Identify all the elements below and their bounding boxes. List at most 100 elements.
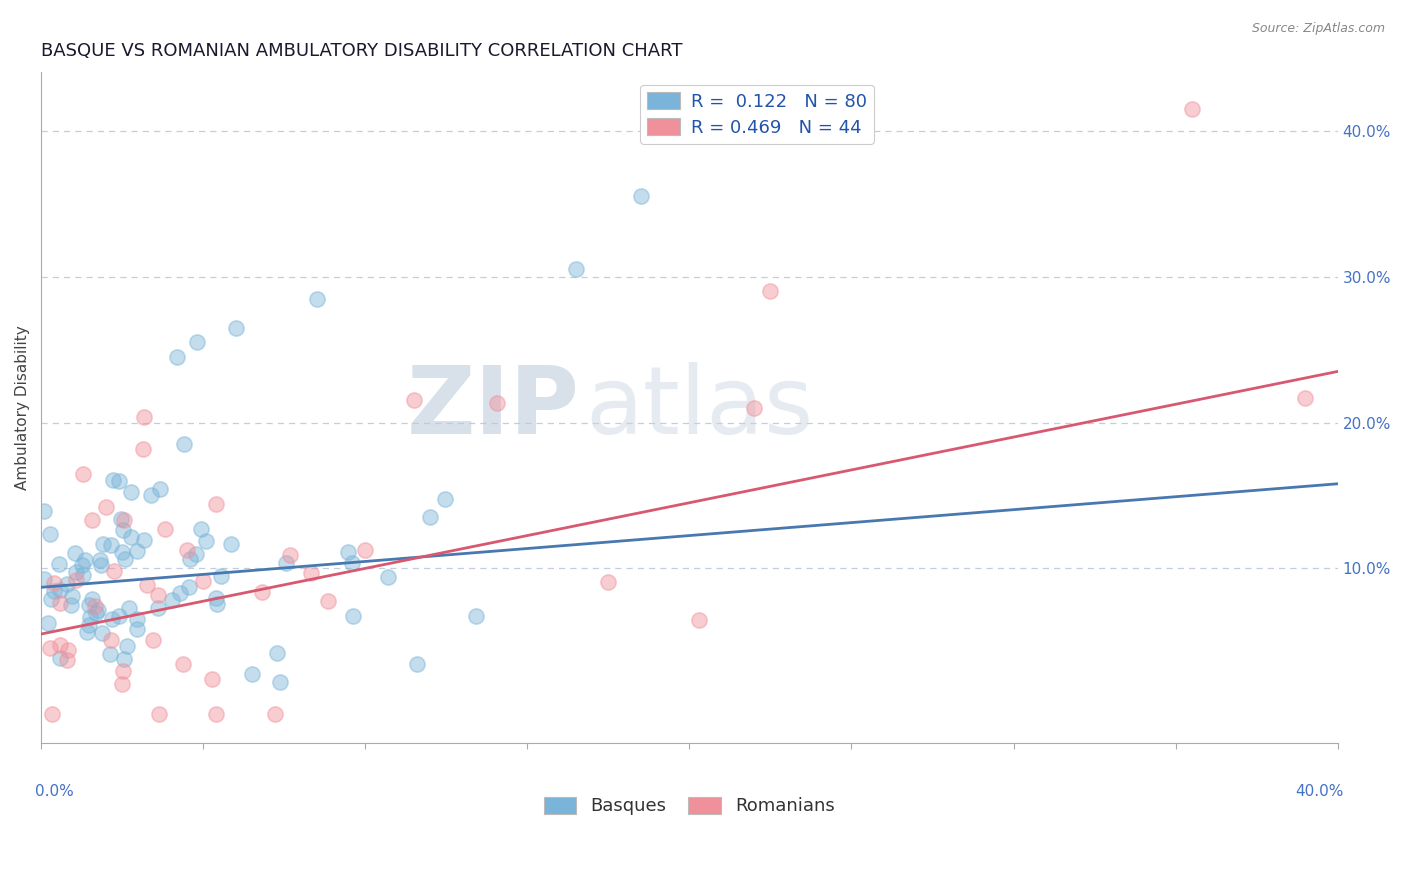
Point <box>56 577 79 591</box>
Point <box>191 574 214 588</box>
Point <box>1294 391 1316 405</box>
Text: 0.0%: 0.0% <box>35 784 73 798</box>
Point <box>108 474 131 488</box>
Point <box>77 598 100 612</box>
Point <box>72 467 94 481</box>
Point <box>173 437 195 451</box>
Point <box>63 546 86 560</box>
Point <box>340 556 363 570</box>
Point <box>278 548 301 562</box>
Point <box>134 533 156 547</box>
Point <box>190 522 212 536</box>
Point <box>127 612 149 626</box>
Point <box>90 626 112 640</box>
Point <box>464 608 486 623</box>
Point <box>184 547 207 561</box>
Point <box>42 583 65 598</box>
Point <box>83 599 105 613</box>
Point <box>110 512 132 526</box>
Point <box>305 292 328 306</box>
Point <box>98 647 121 661</box>
Point <box>111 523 134 537</box>
Point <box>377 570 399 584</box>
Point <box>91 537 114 551</box>
Point <box>39 527 62 541</box>
Point <box>419 510 441 524</box>
Point <box>148 707 170 722</box>
Point <box>75 552 97 566</box>
Point <box>240 667 263 681</box>
Y-axis label: Ambulatory Disability: Ambulatory Disability <box>15 326 30 491</box>
Point <box>108 608 131 623</box>
Point <box>354 543 377 558</box>
Point <box>596 575 619 590</box>
Point <box>177 580 200 594</box>
Point <box>114 551 136 566</box>
Point <box>39 592 62 607</box>
Point <box>44 576 66 591</box>
Point <box>263 707 285 722</box>
Point <box>742 401 765 415</box>
Point <box>72 567 94 582</box>
Point <box>136 578 159 592</box>
Point <box>342 609 364 624</box>
Point <box>1181 102 1204 116</box>
Point <box>120 530 142 544</box>
Point <box>100 633 122 648</box>
Point <box>201 673 224 687</box>
Point <box>485 396 508 410</box>
Point <box>37 615 59 630</box>
Legend: Basques, Romanians: Basques, Romanians <box>537 789 842 822</box>
Point <box>117 639 139 653</box>
Point <box>111 545 134 559</box>
Point <box>59 598 82 612</box>
Point <box>160 592 183 607</box>
Point <box>34 573 56 587</box>
Point <box>186 335 208 350</box>
Point <box>172 657 194 672</box>
Point <box>65 573 87 587</box>
Point <box>49 638 72 652</box>
Point <box>433 491 456 506</box>
Point <box>48 557 70 571</box>
Point <box>111 677 134 691</box>
Point <box>80 514 103 528</box>
Point <box>56 643 79 657</box>
Point <box>56 653 79 667</box>
Point <box>112 664 135 678</box>
Point <box>225 320 247 334</box>
Point <box>34 504 56 518</box>
Point <box>205 497 228 511</box>
Point <box>688 613 710 627</box>
Point <box>103 564 125 578</box>
Point <box>86 602 108 616</box>
Point <box>70 558 93 572</box>
Point <box>60 589 83 603</box>
Point <box>759 284 782 298</box>
Point <box>149 482 172 496</box>
Point <box>205 707 228 722</box>
Point <box>117 600 139 615</box>
Point <box>146 601 169 615</box>
Point <box>79 609 101 624</box>
Point <box>132 410 155 425</box>
Point <box>209 569 232 583</box>
Point <box>153 523 176 537</box>
Point <box>103 473 125 487</box>
Point <box>142 632 165 647</box>
Point <box>112 651 135 665</box>
Point <box>112 513 135 527</box>
Point <box>179 552 201 566</box>
Point <box>205 591 228 606</box>
Point <box>565 262 588 277</box>
Point <box>176 542 198 557</box>
Point <box>89 553 111 567</box>
Point <box>100 538 122 552</box>
Point <box>39 640 62 655</box>
Point <box>141 488 163 502</box>
Point <box>169 586 191 600</box>
Text: BASQUE VS ROMANIAN AMBULATORY DISABILITY CORRELATION CHART: BASQUE VS ROMANIAN AMBULATORY DISABILITY… <box>41 42 682 60</box>
Point <box>252 585 274 599</box>
Point <box>166 350 188 364</box>
Point <box>101 612 124 626</box>
